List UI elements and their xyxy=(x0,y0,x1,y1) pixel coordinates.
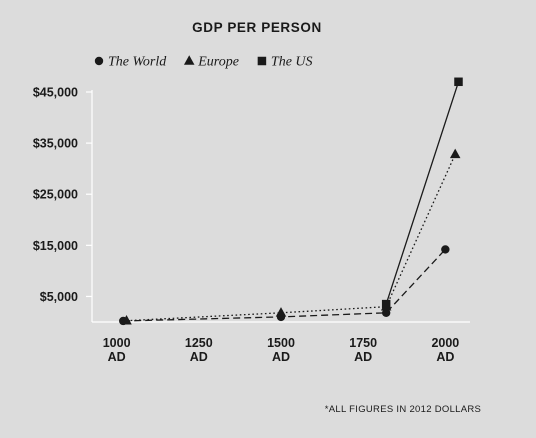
x-tick-label: 1250 AD xyxy=(185,336,213,364)
legend-item-the-us: The US xyxy=(257,55,313,70)
legend-marker-triangle-icon xyxy=(183,55,195,65)
data-point-the-world xyxy=(381,308,391,317)
x-tick-label: 1000 AD xyxy=(103,336,131,364)
y-tick-label: $25,000 xyxy=(33,188,78,202)
series-markers xyxy=(119,77,463,326)
data-point-europe xyxy=(275,307,287,317)
legend-item-the-world: The World xyxy=(94,55,167,70)
legend-marker-circle-icon xyxy=(94,56,104,66)
y-tick-label: $35,000 xyxy=(33,137,78,151)
legend-label: The World xyxy=(108,55,167,70)
y-tick-label: $15,000 xyxy=(33,239,78,253)
y-tick-label: $45,000 xyxy=(33,86,78,100)
x-tick-label: 1500 AD xyxy=(267,336,295,364)
series-lines xyxy=(123,81,460,322)
footnote: *ALL FIGURES IN 2012 DOLLARS xyxy=(325,404,481,415)
data-point-the-world xyxy=(441,245,450,254)
y-tick-label: $5,000 xyxy=(40,290,78,304)
legend-marker-square-icon xyxy=(257,56,267,66)
data-point-europe xyxy=(121,315,132,325)
legend-label: Europe xyxy=(197,55,239,70)
series-line-europe xyxy=(126,154,456,322)
series-line-the-us xyxy=(385,81,460,305)
x-tick-label: 1750 AD xyxy=(349,336,377,364)
legend: The World Europe The US xyxy=(94,55,313,70)
series-line-the-world xyxy=(123,248,446,322)
legend-item-europe: Europe xyxy=(183,55,239,70)
chart-title: GDP PER PERSON xyxy=(192,20,322,35)
x-tick-label: 2000 AD xyxy=(431,336,459,364)
legend-label: The US xyxy=(271,55,313,70)
axes: $5,000 $15,000 $25,000 $35,000 $45,000 1000 AD… xyxy=(33,86,470,364)
data-point-the-us xyxy=(454,77,463,87)
data-point-the-us xyxy=(381,299,391,309)
data-point-europe xyxy=(449,148,461,159)
